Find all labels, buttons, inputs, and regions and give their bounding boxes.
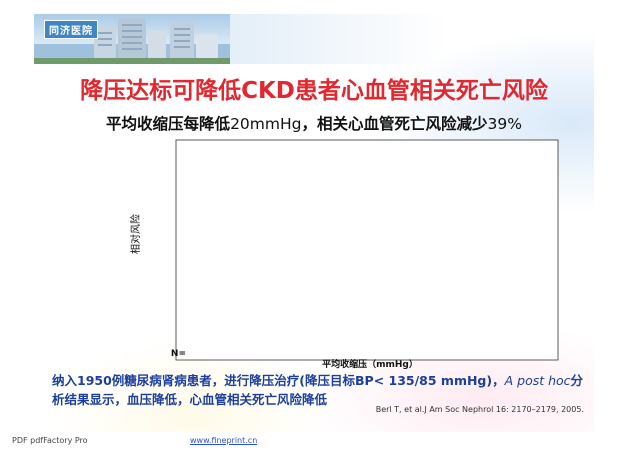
footnote: 纳入1950例糖尿病肾病患者，进行降压治疗(降压目标BP< 135/85 mmH…: [52, 371, 592, 409]
citation: Berl T, et al.J Am Soc Nephrol 16: 2170–…: [375, 405, 584, 414]
footnote-part-b: 分析结果显示，血压降低，心血管相关死亡风险降低: [52, 373, 584, 407]
x-axis-label: 平均收缩压（mmHg）: [322, 358, 418, 370]
relative-risk-chart: 01234相对风险 120130140150160170N=1964874672…: [129, 139, 559, 370]
y-axis-label: 相对风险: [129, 214, 142, 254]
footnote-part-a: 纳入1950例糖尿病肾病患者，进行降压治疗(降压目标BP< 135/85 mmH…: [52, 373, 505, 388]
subtitle-part-b: 20mmHg: [230, 115, 302, 133]
footnote-italic: A post hoc: [504, 373, 571, 388]
subtitle-part-c: ，相关心血管死亡风险减少: [301, 115, 488, 133]
hospital-logo: 同济医院: [44, 20, 98, 39]
pdf-footer-link[interactable]: www.fineprint.cn: [190, 436, 258, 445]
n-label: N=: [171, 349, 186, 359]
pdf-footer-label: PDF pdfFactory Pro: [12, 436, 88, 445]
hospital-buildings-image: [34, 18, 230, 64]
slide: 同济医院 降压达标可降低CKD患者心血管相关死亡风险 平均收缩压每降低20mmH…: [34, 14, 594, 432]
header-banner: 同济医院: [34, 14, 230, 64]
slide-subtitle: 平均收缩压每降低20mmHg，相关心血管死亡风险减少39%: [34, 112, 594, 134]
subtitle-part-d: 39%: [487, 115, 522, 133]
plot-frame: [175, 139, 559, 361]
x-axis: 120130140150160170N=1964874672329758平均收缩…: [171, 349, 418, 370]
banner-fade: [230, 14, 594, 64]
slide-title: 降压达标可降低CKD患者心血管相关死亡风险: [80, 78, 548, 104]
y-axis: 01234相对风险: [129, 214, 142, 254]
subtitle-part-a: 平均收缩压每降低: [106, 115, 231, 133]
